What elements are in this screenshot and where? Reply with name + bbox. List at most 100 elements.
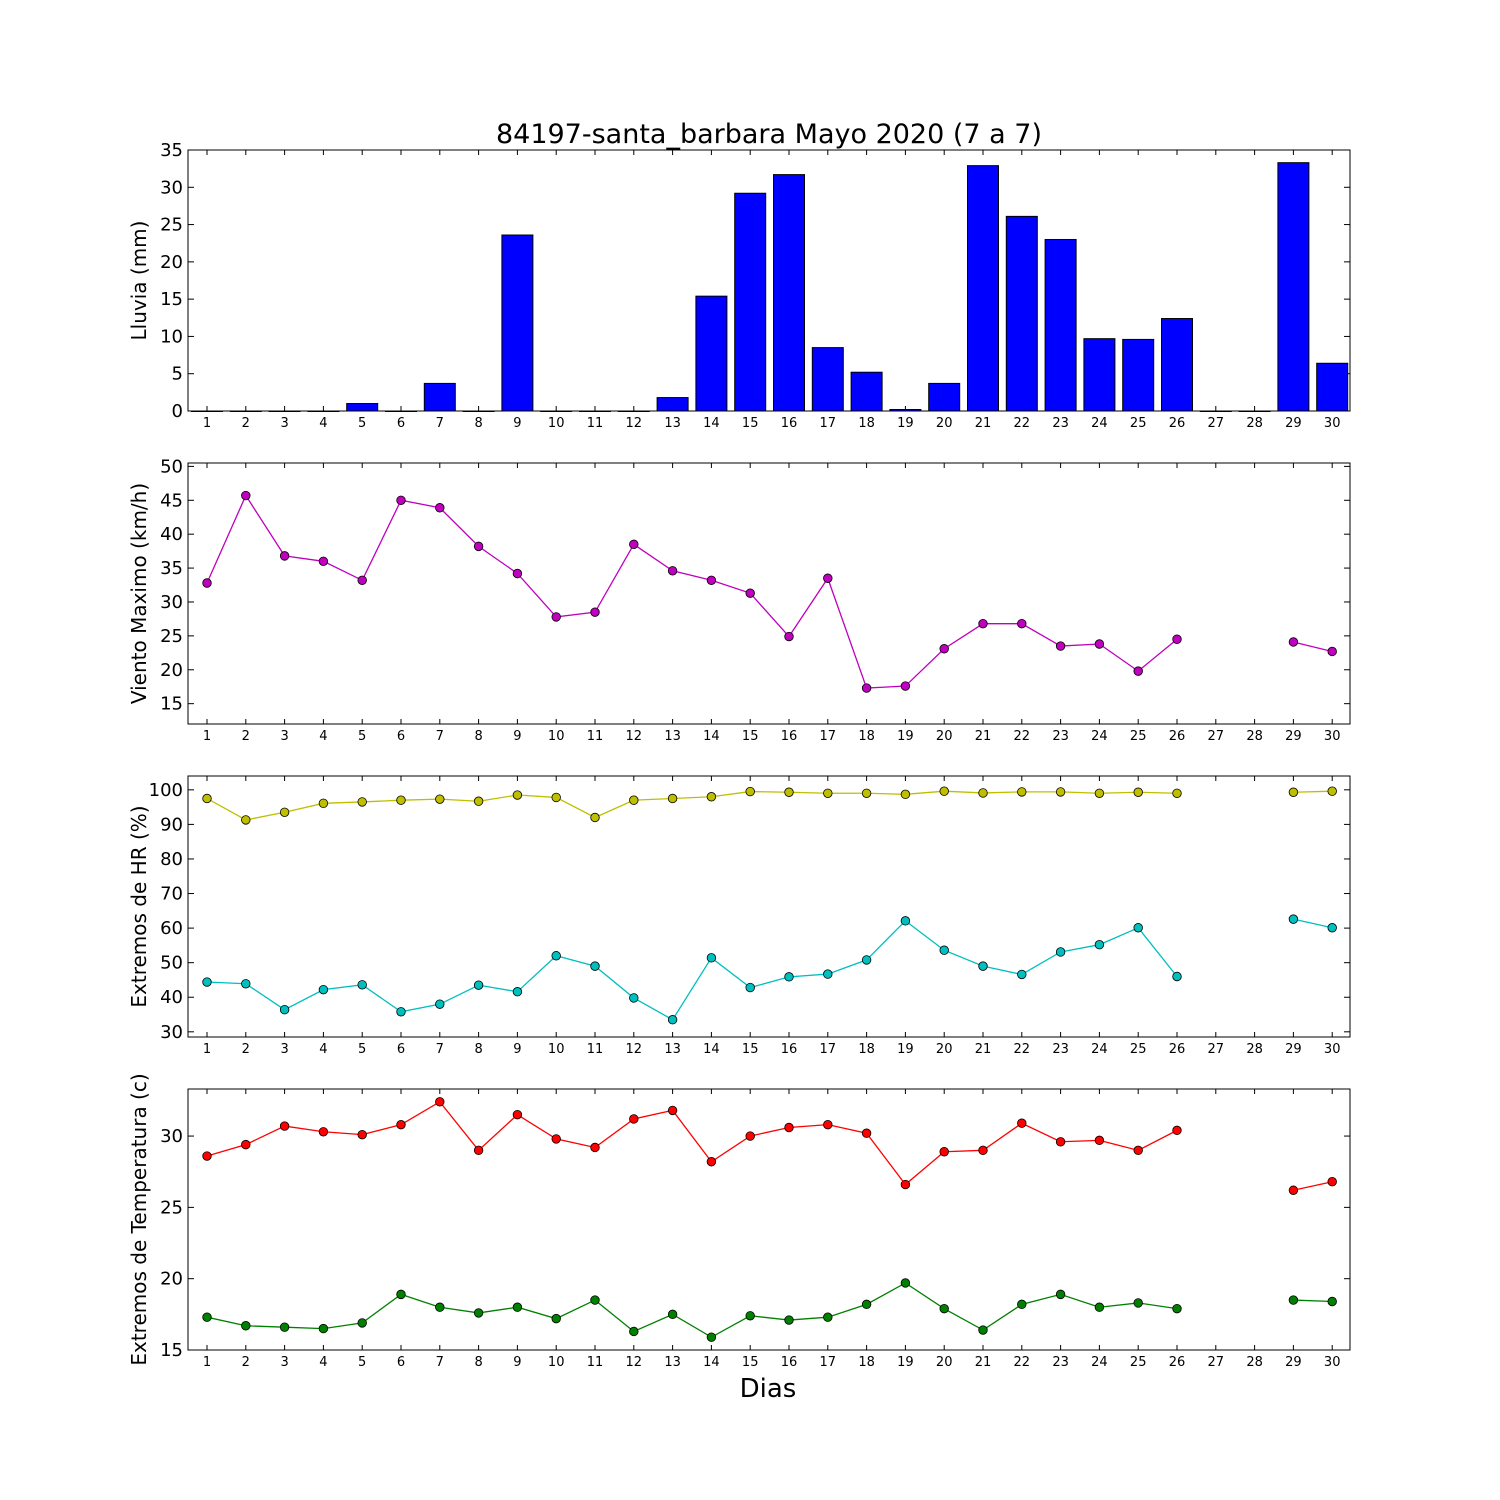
humidity-series-1-point bbox=[318, 984, 329, 995]
temperature-series-1-point bbox=[939, 1303, 949, 1314]
humidity-series-0-point bbox=[939, 786, 949, 796]
wind-series-0-point bbox=[241, 490, 251, 501]
temperature-xtick-label: 29 bbox=[1285, 1355, 1302, 1370]
humidity-xtick-label: 16 bbox=[781, 1042, 798, 1057]
wind-xtick-label: 20 bbox=[936, 729, 953, 744]
temperature-xtick-label: 24 bbox=[1091, 1355, 1108, 1370]
wind-xtick-label: 11 bbox=[587, 729, 604, 744]
humidity-series-0-point bbox=[1055, 787, 1066, 797]
rain-bar bbox=[734, 192, 767, 412]
wind-series-0-point bbox=[202, 578, 212, 588]
humidity-series-0-point bbox=[706, 792, 717, 802]
rain-bar bbox=[307, 410, 340, 412]
rain-xtick-label: 23 bbox=[1052, 416, 1069, 431]
wind-xtick-label: 29 bbox=[1285, 729, 1302, 744]
rain-xtick-label: 22 bbox=[1014, 416, 1031, 431]
rain-bar bbox=[617, 410, 650, 412]
humidity-ytick-label: 80 bbox=[160, 849, 183, 870]
humidity-series-0-point bbox=[512, 790, 523, 800]
rain-bar bbox=[1277, 162, 1310, 412]
humidity-series-1-point bbox=[1327, 923, 1337, 933]
temperature-xtick-label: 11 bbox=[587, 1355, 604, 1370]
rain-ytick-label: 35 bbox=[160, 140, 183, 161]
rain-ytick-label: 5 bbox=[172, 364, 183, 385]
humidity-xtick-label: 21 bbox=[975, 1042, 992, 1057]
wind-series-0-point bbox=[590, 607, 600, 617]
wind-xtick-label: 28 bbox=[1246, 729, 1263, 744]
temperature-series-1-point bbox=[202, 1312, 212, 1322]
wind-xtick-label: 19 bbox=[897, 729, 914, 744]
humidity-xtick-label: 26 bbox=[1169, 1042, 1186, 1057]
temperature-xtick-label: 3 bbox=[280, 1355, 288, 1370]
wind-xtick-label: 18 bbox=[858, 729, 875, 744]
wind-series-0-point bbox=[1055, 641, 1066, 651]
temperature-y-axis-label: Extremos de Temperatura (c) bbox=[127, 1073, 151, 1365]
humidity-ytick-label: 40 bbox=[160, 987, 183, 1008]
humidity-series-1-point bbox=[629, 993, 639, 1003]
rain-bar bbox=[268, 410, 301, 412]
temperature-xtick-label: 7 bbox=[436, 1355, 444, 1370]
rain-bar bbox=[462, 410, 495, 412]
humidity-xtick-label: 27 bbox=[1208, 1042, 1225, 1057]
rain-xtick-label: 21 bbox=[975, 416, 992, 431]
rain-bar bbox=[1199, 410, 1232, 412]
rain-xtick-label: 1 bbox=[203, 416, 211, 431]
temperature-series-0-point bbox=[861, 1128, 872, 1138]
humidity-series-0-point bbox=[629, 795, 639, 805]
temperature-series-0-point bbox=[1055, 1137, 1066, 1147]
rain-xtick-label: 12 bbox=[626, 416, 643, 431]
humidity-series-0-point bbox=[978, 788, 988, 798]
wind-xtick-label: 25 bbox=[1130, 729, 1147, 744]
temperature-series-0-point bbox=[318, 1127, 329, 1137]
humidity-xtick-label: 11 bbox=[587, 1042, 604, 1057]
humidity-y-axis-label: Extremos de HR (%) bbox=[127, 805, 151, 1007]
temperature-series-0-point bbox=[435, 1097, 445, 1107]
humidity-series-1-point bbox=[512, 987, 523, 997]
temperature-series-1-line bbox=[1293, 1299, 1333, 1303]
temperature-series-0-point bbox=[241, 1139, 251, 1150]
wind-series-0-point bbox=[1327, 646, 1337, 657]
temperature-ytick-label: 30 bbox=[160, 1126, 183, 1147]
temperature-series-0-line bbox=[1293, 1181, 1333, 1191]
temperature-series-1-point bbox=[512, 1302, 523, 1312]
wind-xtick-label: 9 bbox=[513, 729, 521, 744]
wind-xtick-label: 23 bbox=[1052, 729, 1069, 744]
humidity-xtick-label: 30 bbox=[1324, 1042, 1341, 1057]
temperature-series-1-point bbox=[1288, 1295, 1299, 1305]
humidity-series-0-point bbox=[279, 807, 290, 817]
wind-xtick-label: 14 bbox=[703, 729, 720, 744]
temperature-series-0-point bbox=[667, 1105, 678, 1116]
rain-xtick-label: 18 bbox=[858, 416, 875, 431]
temperature-series-1-point bbox=[357, 1318, 367, 1328]
humidity-series-1-point bbox=[978, 961, 988, 971]
wind-series-0-point bbox=[939, 644, 949, 654]
rain-xtick-label: 14 bbox=[703, 416, 720, 431]
temperature-series-0-point bbox=[1327, 1177, 1337, 1187]
wind-xtick-label: 1 bbox=[203, 729, 211, 744]
humidity-ytick-label: 70 bbox=[160, 884, 183, 905]
rain-xtick-label: 7 bbox=[436, 416, 444, 431]
temperature-series-0-point bbox=[202, 1151, 212, 1161]
rain-xtick-label: 13 bbox=[664, 416, 681, 431]
wind-series-0-point bbox=[629, 539, 639, 550]
humidity-xtick-label: 22 bbox=[1014, 1042, 1031, 1057]
humidity-series-1-point bbox=[1288, 914, 1299, 924]
humidity-series-0-point bbox=[823, 788, 833, 798]
temperature-xtick-label: 28 bbox=[1246, 1355, 1263, 1370]
rain-xtick-label: 3 bbox=[280, 416, 288, 431]
wind-xtick-label: 27 bbox=[1208, 729, 1225, 744]
temperature-series-1-point bbox=[823, 1312, 833, 1322]
temperature-xtick-label: 15 bbox=[742, 1355, 759, 1370]
humidity-series-0-line bbox=[1293, 790, 1333, 793]
wind-xtick-label: 13 bbox=[664, 729, 681, 744]
humidity-xtick-label: 12 bbox=[626, 1042, 643, 1057]
wind-series-0-point bbox=[396, 495, 406, 505]
wind-xtick-label: 3 bbox=[280, 729, 288, 744]
humidity-series-1-line bbox=[206, 919, 1178, 1021]
rain-xtick-label: 24 bbox=[1091, 416, 1108, 431]
wind-series-0-point bbox=[357, 575, 367, 585]
humidity-xtick-label: 8 bbox=[474, 1042, 482, 1057]
temperature-series-0-point bbox=[357, 1129, 367, 1140]
humidity-series-0-point bbox=[1327, 786, 1337, 796]
temperature-series-0-point bbox=[473, 1145, 484, 1156]
